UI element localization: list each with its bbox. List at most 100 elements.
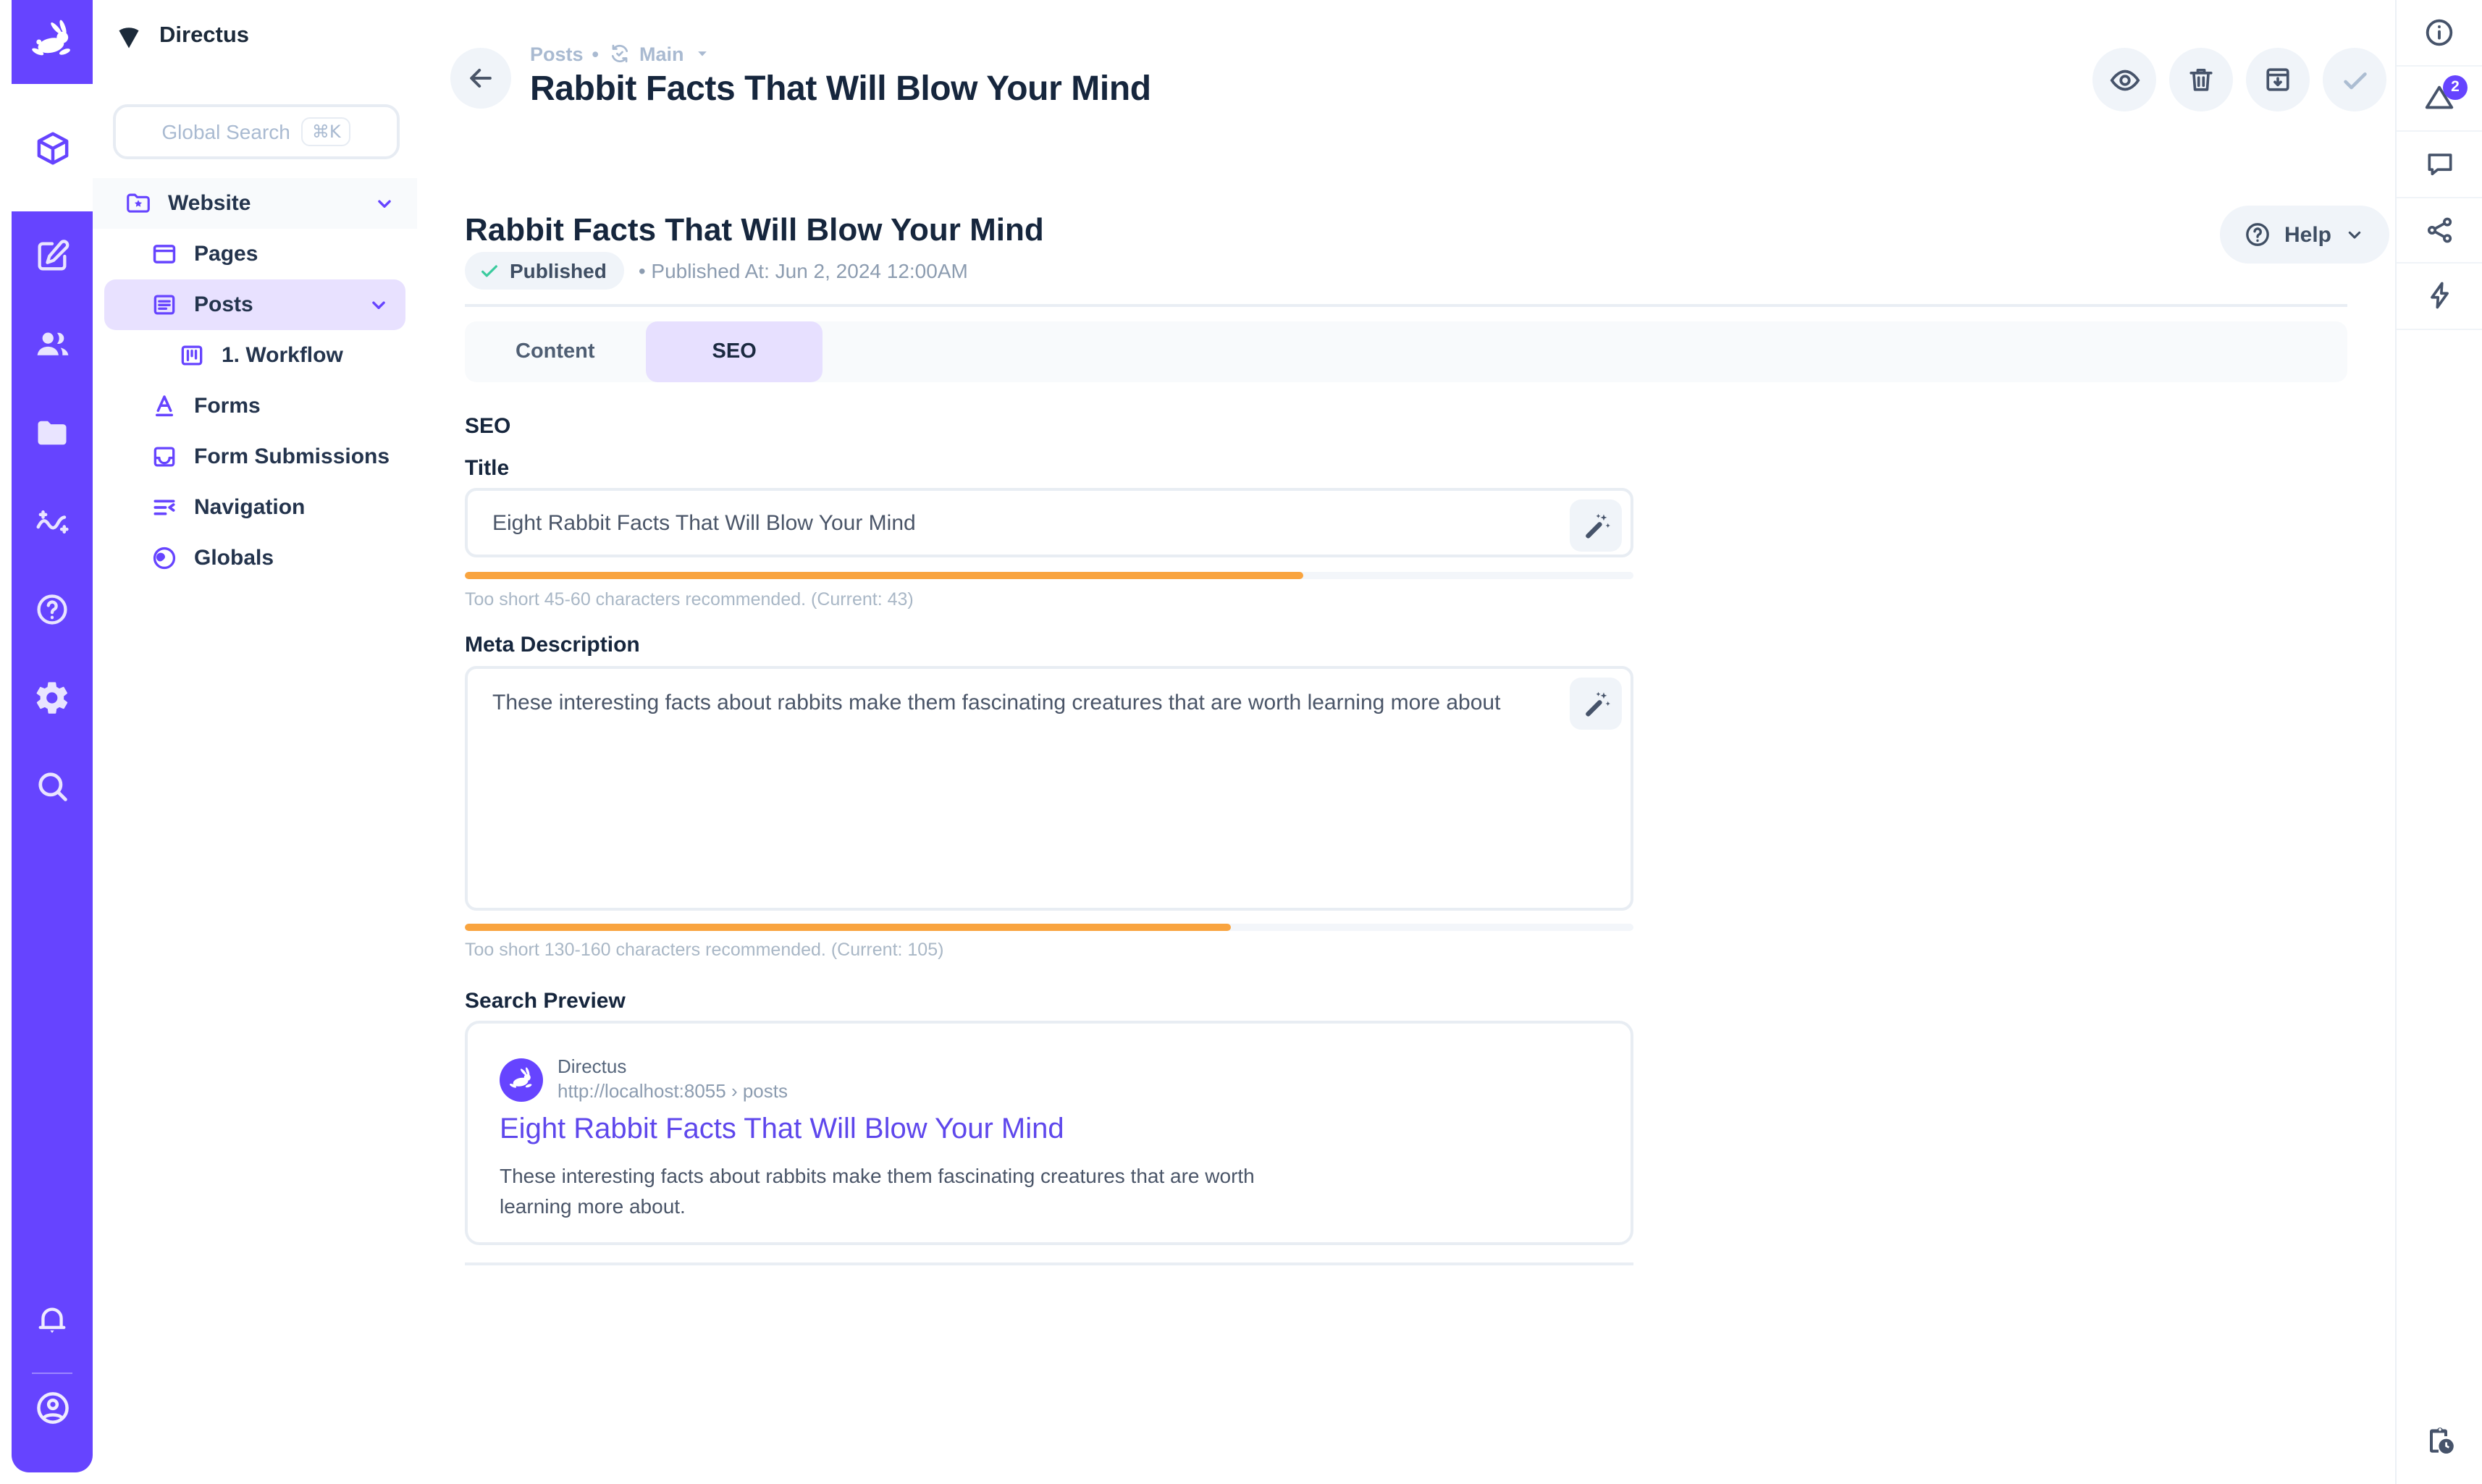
back-button[interactable] [450,48,511,109]
page-title: Rabbit Facts That Will Blow Your Mind [530,69,1151,109]
main-content: Posts • Main Rabbit Facts That Will [417,0,2395,1484]
archive-button[interactable] [2246,48,2310,111]
module-insights[interactable] [12,476,93,565]
seo-title-field [465,488,1633,557]
site-favicon [500,1058,543,1102]
notifications-button[interactable] [12,1283,93,1358]
shares-panel-button[interactable] [2397,198,2482,264]
breadcrumb-version[interactable]: Main [639,43,684,64]
module-bar [12,0,93,1472]
preview-result-title: Eight Rabbit Facts That Will Blow Your M… [500,1113,1064,1145]
seo-section-heading: SEO [465,414,511,439]
help-circle-icon [2244,220,2273,249]
notifications-bell-icon [33,1302,71,1339]
published-at: • Published At: Jun 2, 2024 12:00AM [638,259,968,282]
module-docs[interactable] [12,565,93,653]
sidebar-item-label: Form Submissions [194,444,390,469]
preview-site-name: Directus [558,1055,627,1077]
article-icon [151,291,178,319]
sidebar-item-pages[interactable]: Pages [93,229,417,279]
sidebar-item-label: Posts [194,292,253,317]
insights-module-icon [33,501,72,540]
module-content[interactable] [12,84,93,211]
check-icon [2338,63,2371,96]
caret-down-icon[interactable] [693,43,713,64]
search-preview-card: Directus http://localhost:8055 › posts E… [465,1021,1633,1245]
flows-panel-button[interactable] [2397,264,2482,329]
folder-star-icon [125,190,152,217]
save-button[interactable] [2323,48,2386,111]
generate-title-button[interactable] [1570,499,1622,552]
user-menu-button[interactable] [12,1388,93,1472]
module-editor[interactable] [12,211,93,300]
sidebar-item-navigation[interactable]: Navigation [93,482,417,533]
title-length-progress [465,572,1633,579]
chevron-down-icon[interactable] [372,191,397,216]
sidebar-item-label: 1. Workflow [222,343,343,368]
collections-nav: Website Pages Posts [93,178,417,583]
letter-a-icon [151,392,178,420]
project-name: Directus [159,23,250,48]
header-actions [2092,48,2386,111]
directus-logo[interactable] [12,0,93,84]
sidebar-item-website[interactable]: Website [93,178,417,229]
bolt-icon [2423,280,2455,312]
header-divider [465,304,2347,306]
page-header: Posts • Main Rabbit Facts That Will [417,0,2395,145]
project-icon [113,20,145,52]
description-length-progress-fill [465,924,1232,931]
description-length-helper: Too short 130-160 characters recommended… [465,940,944,960]
seo-title-input[interactable] [468,491,1631,555]
module-users[interactable] [12,300,93,388]
eye-icon [2108,63,2141,96]
meta-description-field[interactable]: These interesting facts about rabbits ma… [465,666,1633,911]
bottom-divider [465,1262,1633,1265]
preview-result-description: These interesting facts about rabbits ma… [500,1164,1255,1218]
help-button[interactable]: Help [2220,206,2389,264]
module-bar-divider [32,1373,72,1374]
info-panel-button[interactable] [2397,0,2482,66]
sidebar-item-posts[interactable]: Posts [104,279,405,330]
chevron-down-icon[interactable] [366,292,391,317]
warning-triangle-icon [2423,82,2456,115]
docs-module-icon [33,590,71,628]
right-sidebar: 2 [2395,0,2482,1484]
module-settings[interactable] [12,653,93,741]
tab-content[interactable]: Content [516,340,595,363]
sidebar-item-workflow[interactable]: 1. Workflow [93,330,417,381]
inbox-icon [151,443,178,471]
tab-seo[interactable]: SEO [645,321,823,382]
item-title: Rabbit Facts That Will Blow Your Mind [465,211,1044,248]
info-icon [2423,16,2456,49]
module-search[interactable] [12,741,93,830]
list-arrow-icon [151,494,178,521]
rabbit-icon [25,14,80,69]
breadcrumb-collection[interactable]: Posts [530,43,584,64]
breadcrumb: Posts • Main [530,42,1151,65]
trash-icon [2185,64,2217,96]
delete-button[interactable] [2169,48,2233,111]
status-badge: Published [465,252,624,290]
magic-wand-icon [1581,510,1611,541]
title-length-helper: Too short 45-60 characters recommended. … [465,589,914,610]
status-check-icon [478,259,501,282]
comments-panel-button[interactable] [2397,132,2482,198]
meta-description-value[interactable]: These interesting facts about rabbits ma… [492,691,1501,715]
window-icon [151,240,178,268]
kanban-icon [178,342,206,369]
sidebar-item-forms[interactable]: Forms [93,381,417,431]
module-files[interactable] [12,388,93,476]
project-chooser[interactable]: Directus [113,20,249,52]
notices-badge: 2 [2443,75,2468,99]
global-search-placeholder: Global Search [161,120,290,143]
seo-title-label: Title [465,456,510,481]
revisions-panel-button[interactable] [2397,1409,2482,1472]
preview-button[interactable] [2092,48,2156,111]
global-search-shortcut: ⌘K [301,117,351,146]
global-search-input[interactable]: Global Search ⌘K [113,104,400,159]
notices-panel-button[interactable]: 2 [2397,66,2482,132]
generate-description-button[interactable] [1570,678,1622,730]
sidebar-item-globals[interactable]: Globals [93,533,417,583]
sidebar-item-form-submissions[interactable]: Form Submissions [93,431,417,482]
